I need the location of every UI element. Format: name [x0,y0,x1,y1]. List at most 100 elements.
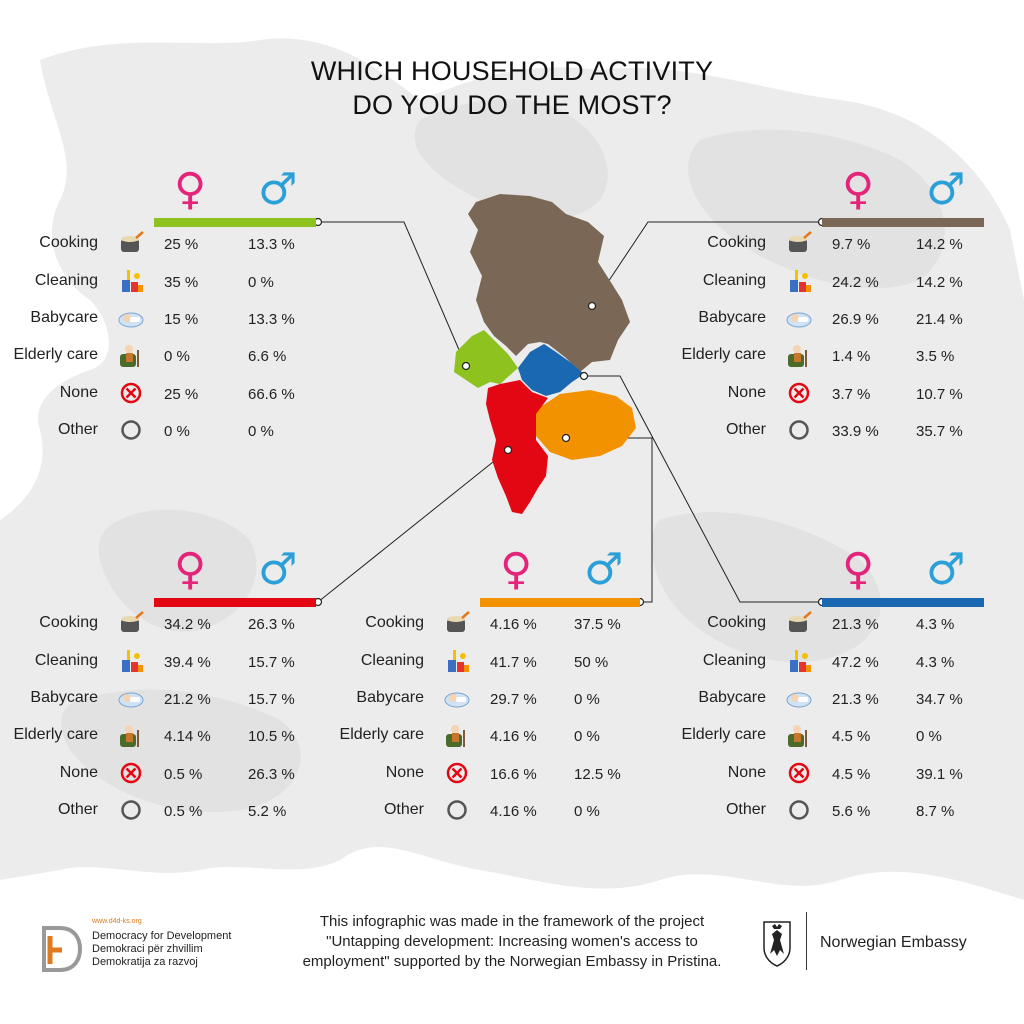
none-cross-icon [786,760,812,786]
table-row: Cooking 34.2 % 26.3 % [39,610,454,640]
activity-label: None [727,384,766,401]
baby-icon [118,305,144,331]
male-value: 13.3 % [248,311,295,328]
female-value: 3.7 % [832,386,871,403]
female-value: 41.7 % [490,654,537,671]
male-value: 0 % [574,803,600,820]
table-row: None 16.6 % 12.5 % [386,760,780,790]
elderly-person-icon [118,722,144,748]
d4d-logo: www.d4d-ks.org Democracy for Development… [40,918,250,978]
male-value: 13.3 % [248,236,295,253]
norway-crest-icon [763,921,791,967]
male-value: 0 % [916,728,942,745]
female-value: 25 % [164,386,199,403]
male-value: 26.3 % [248,766,295,783]
female-value: 35 % [164,274,199,291]
female-value: 4.16 % [490,616,537,633]
d4d-logo-mark [42,926,83,972]
activity-label: Other [57,421,98,438]
male-value: 10.7 % [916,386,963,403]
activity-label: Other [725,421,766,438]
elderly-person-icon [786,722,812,748]
leader-line-green [318,221,467,367]
female-value: 4.5 % [832,766,871,783]
activity-label: Cooking [707,614,766,631]
footer-note: This infographic was made in the framewo… [268,912,756,972]
male-value: 12.5 % [574,766,621,783]
activity-label: Elderly care [681,726,766,743]
table-row: None 3.7 % 10.7 % [728,380,1024,410]
female-symbol-icon: ♀ [174,544,207,595]
female-value: 4.16 % [490,803,537,820]
activity-label: Cooking [365,614,424,631]
table-row: Cooking 9.7 % 14.2 % [707,230,1024,260]
other-circle-icon [786,417,812,443]
leader-line-blue [584,375,822,603]
female-value: 47.2 % [832,654,879,671]
activity-label: None [727,764,766,781]
male-value: 15.7 % [248,654,295,671]
female-symbol-icon: ♀ [842,164,875,215]
male-value: 14.2 % [916,236,963,253]
activity-label: Elderly care [13,346,98,363]
table-serbia: ♀ ♂ Cooking 9.7 % 14.2 % Cleaning 24.2 % 14.2 %… [682,164,1024,468]
male-value: 0 % [248,423,274,440]
cooking-pot-icon [118,610,144,636]
female-symbol-icon: ♀ [174,164,207,215]
activity-label: Elderly care [339,726,424,743]
activity-label: Babycare [30,689,98,706]
male-value: 6.6 % [248,348,287,365]
table-row: Elderly care 4.16 % 0 % [340,722,780,752]
activity-label: Other [57,801,98,818]
leader-dot-red-end [503,445,513,455]
region-serbia [468,194,630,372]
male-value: 35.7 % [916,423,963,440]
activity-label: Cleaning [360,652,424,669]
female-value: 4.16 % [490,728,537,745]
activity-label: Babycare [30,309,98,326]
female-value: 25 % [164,236,199,253]
male-symbol-icon: ♂ [258,164,298,215]
male-symbol-icon: ♂ [926,164,966,215]
male-value: 4.3 % [916,654,955,671]
activity-label: None [59,384,98,401]
female-value: 0 % [164,423,190,440]
male-symbol-icon: ♂ [258,544,298,595]
male-value: 10.5 % [248,728,295,745]
leader-line-brown [591,221,822,307]
table-albania: ♀ ♂ Cooking 34.2 % 26.3 % Cleaning 39.4 % 15.7 … [14,544,454,848]
logo-line-en: Democracy for Development [92,930,232,942]
leader-dot-brown-end [587,301,597,311]
female-value: 33.9 % [832,423,879,440]
table-row: Elderly care 4.5 % 0 % [682,722,1024,752]
region-color-bar [822,218,984,227]
region-color-bar [822,598,984,607]
other-circle-icon [118,797,144,823]
activity-label: None [385,764,424,781]
cleaning-supplies-icon [786,268,812,294]
male-value: 66.6 % [248,386,295,403]
logo-line-sq: Demokraci për zhvillim [92,943,203,955]
table-row: Cleaning 24.2 % 14.2 % [703,268,1024,298]
activity-label: Cooking [707,234,766,251]
male-value: 5.2 % [248,803,287,820]
table-row: Other 5.6 % 8.7 % [726,797,1024,827]
cooking-pot-icon [786,610,812,636]
activity-label: None [59,764,98,781]
logo-url: www.d4d-ks.org [92,918,142,925]
table-kosovo: ♀ ♂ Cooking 25 % 13.3 % Cleaning 35 % 0 % Babyca… [14,164,454,468]
table-row: None 4.5 % 39.1 % [728,760,1024,790]
region-color-bar [154,218,316,227]
male-value: 4.3 % [916,616,955,633]
baby-icon [444,685,470,711]
table-row: Other 33.9 % 35.7 % [726,417,1024,447]
footer-note-line2: "Untapping development: Increasing women… [326,933,698,950]
table-row: Babycare 15 % 13.3 % [30,305,454,335]
male-value: 37.5 % [574,616,621,633]
female-value: 21.3 % [832,616,879,633]
none-cross-icon [786,380,812,406]
male-value: 0 % [574,728,600,745]
female-value: 0.5 % [164,766,203,783]
male-value: 3.5 % [916,348,955,365]
